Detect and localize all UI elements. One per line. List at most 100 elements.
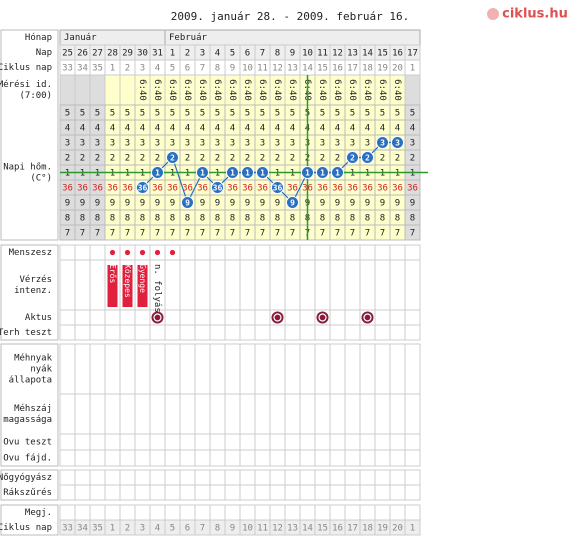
row-label: nyák [30, 365, 52, 375]
temp-scale: 36 [92, 184, 103, 194]
temp-scale: 1 [110, 169, 115, 179]
cell [374, 393, 391, 435]
cell [164, 504, 181, 521]
temp-scale: 3 [410, 139, 415, 149]
temp-scale: 7 [215, 229, 220, 239]
cell [194, 259, 211, 311]
cell [209, 244, 226, 261]
temp-scale: 5 [155, 109, 160, 119]
cell [389, 324, 406, 341]
temp-scale: 5 [110, 109, 115, 119]
cell [284, 449, 301, 467]
temp-scale: 8 [125, 214, 130, 224]
cell [239, 484, 256, 501]
cell [179, 259, 196, 311]
temp-scale: 9 [95, 199, 100, 209]
measure-time: 6:40 [212, 79, 222, 101]
cell [374, 504, 391, 521]
cell [254, 469, 271, 486]
day-number: 10 [302, 49, 313, 59]
row-label: állapota [9, 376, 52, 386]
temp-scale: 1 [125, 169, 130, 179]
logo[interactable]: ciklus.hu [502, 7, 568, 22]
measure-time: 6:40 [377, 79, 387, 101]
measure-time: 6:40 [152, 79, 162, 101]
row-label: Hónap [25, 32, 52, 43]
cell [224, 504, 241, 521]
cycle-day: 5 [170, 524, 175, 534]
cell [329, 469, 346, 486]
temp-scale: 3 [200, 139, 205, 149]
temp-scale: 5 [185, 109, 190, 119]
temp-scale: 1 [410, 169, 415, 179]
intercourse-icon [271, 311, 284, 324]
intercourse-icon [151, 311, 164, 324]
cell [74, 74, 91, 106]
temp-scale: 4 [140, 124, 145, 134]
cell [299, 469, 316, 486]
cycle-day: 18 [362, 524, 373, 534]
cell [89, 469, 106, 486]
temp-scale: 9 [380, 199, 385, 209]
day-number: 5 [230, 49, 235, 59]
cell [164, 469, 181, 486]
row-label: Ciklus nap [0, 523, 52, 533]
cell [329, 343, 346, 395]
temp-scale: 7 [365, 229, 370, 239]
temperature-label: 2 [170, 154, 175, 163]
cell [179, 469, 196, 486]
cell [209, 393, 226, 435]
temperature-point [226, 166, 239, 179]
cycle-day: 17 [347, 524, 358, 534]
temp-scale: 1 [140, 169, 145, 179]
cell [374, 343, 391, 395]
temp-scale: 1 [80, 169, 85, 179]
temp-scale: 1 [65, 169, 70, 179]
temperature-point [181, 196, 194, 209]
cell [119, 433, 136, 451]
cell [164, 484, 181, 501]
temperature-label: 9 [290, 199, 295, 208]
cell [224, 343, 241, 395]
cell [314, 469, 331, 486]
cell [209, 449, 226, 467]
cycle-day: 6 [185, 64, 190, 74]
row-label: Mérési id. [0, 79, 52, 90]
cell [284, 469, 301, 486]
temp-scale: 8 [290, 214, 295, 224]
measure-time: 6:40 [362, 79, 372, 101]
cell [209, 324, 226, 341]
temp-scale: 8 [320, 214, 325, 224]
temp-scale: 9 [245, 199, 250, 209]
temperature-label: 1 [230, 169, 235, 178]
temp-scale: 2 [65, 154, 70, 164]
cell [344, 393, 361, 435]
row-label: Megj. [25, 508, 52, 518]
cell [224, 449, 241, 467]
cell [194, 244, 211, 261]
day-number: 15 [377, 49, 388, 59]
temp-scale: 4 [275, 124, 280, 134]
temp-scale: 7 [185, 229, 190, 239]
cell [299, 484, 316, 501]
cell [314, 449, 331, 467]
temp-scale: 4 [125, 124, 130, 134]
cell [299, 324, 316, 341]
temp-scale: 3 [125, 139, 130, 149]
cell [299, 449, 316, 467]
temp-scale: 36 [242, 184, 253, 194]
temp-scale: 7 [410, 229, 415, 239]
temperature-label: 1 [200, 169, 205, 178]
temp-scale: 5 [290, 109, 295, 119]
measure-time: 6:40 [137, 79, 147, 101]
temp-scale: 36 [197, 184, 208, 194]
cell [374, 324, 391, 341]
cell [104, 324, 121, 341]
temp-scale: 8 [365, 214, 370, 224]
cycle-day: 9 [230, 64, 235, 74]
cell [344, 343, 361, 395]
day-number: 11 [317, 49, 328, 59]
temp-scale: 5 [125, 109, 130, 119]
cycle-day: 4 [155, 524, 160, 534]
temp-scale: 5 [335, 109, 340, 119]
